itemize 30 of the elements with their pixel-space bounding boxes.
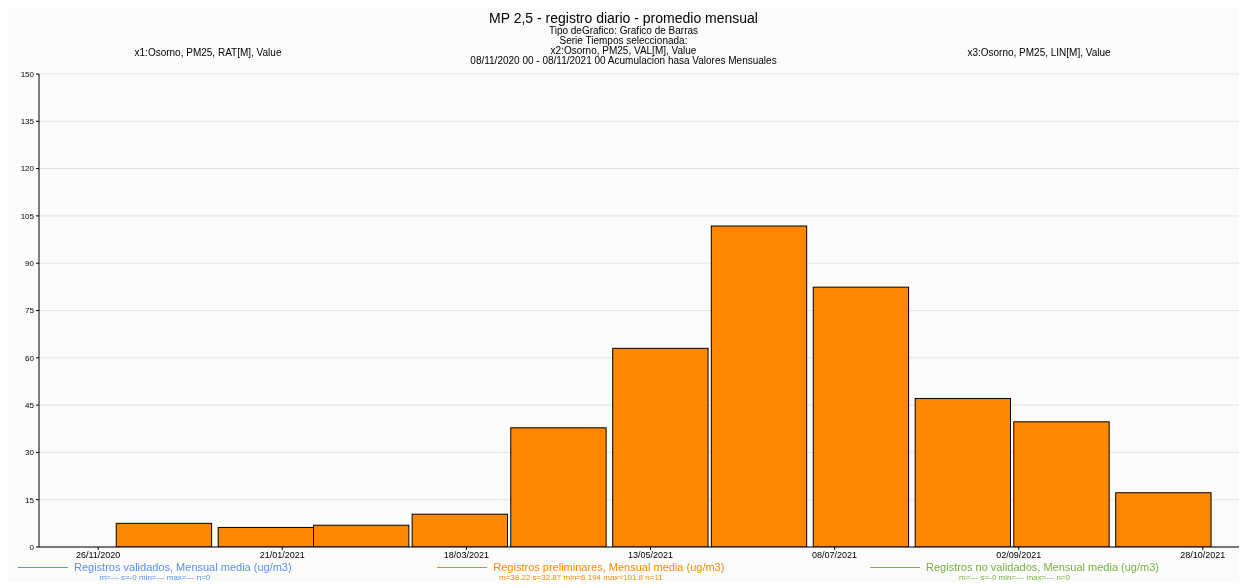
y-tick-label: 0 xyxy=(29,542,35,552)
y-tick-label: 45 xyxy=(25,400,35,410)
text: Tipo deGrafico: Grafico de Barras xyxy=(548,25,699,36)
legend-label: Registros validados, Mensual media (ug/m3) xyxy=(74,561,292,573)
x-tick-label: 26/11/2020 xyxy=(75,550,121,561)
text: m=38.22 s=32.87 min=6.194 max=101.8 n=11 xyxy=(497,573,664,582)
y-tick-label: 75 xyxy=(25,306,35,316)
text: m=--- s=-0 min=--- max=--- n=0 xyxy=(958,573,1071,582)
y-tick-label: 60 xyxy=(25,353,35,363)
y-tick-label: 30 xyxy=(25,448,35,458)
legend-label: Registros preliminares, Mensual media (ug/m3) xyxy=(493,561,725,573)
y-tick-label: 15 xyxy=(25,495,35,505)
y-tick-label: 120 xyxy=(20,164,35,174)
x-tick-label: 13/05/2021 xyxy=(627,550,674,561)
text: x2:Osorno, PM25, VAL[M], Value xyxy=(550,45,697,56)
y-tick-label: 150 xyxy=(20,69,35,79)
text: x1:Osorno, PM25, RAT[M], Value xyxy=(133,46,283,58)
chart-title: MP 2,5 - registro diario - promedio mensual xyxy=(488,10,759,26)
x-tick-label: 21/01/2021 xyxy=(259,550,305,561)
y-tick-label: 90 xyxy=(25,259,35,269)
y-tick-label: 135 xyxy=(20,117,35,127)
text: x3:Osorno, PM25, LIN[M], Value xyxy=(966,46,1112,58)
x-tick-label: 02/09/2021 xyxy=(996,550,1042,561)
y-tick-label: 105 xyxy=(20,211,35,221)
text: Serie Tiempos seleccionada: xyxy=(559,35,688,46)
x-tick-label: 08/07/2021 xyxy=(812,550,858,561)
x-tick-label: 28/10/2021 xyxy=(1180,550,1226,561)
text: m=--- s=-0 min=--- max=--- n=0 xyxy=(98,573,212,582)
legend-label: Registros no validados, Mensual media (ug/m3) xyxy=(926,561,1159,573)
x-tick-label: 18/03/2021 xyxy=(443,550,489,561)
